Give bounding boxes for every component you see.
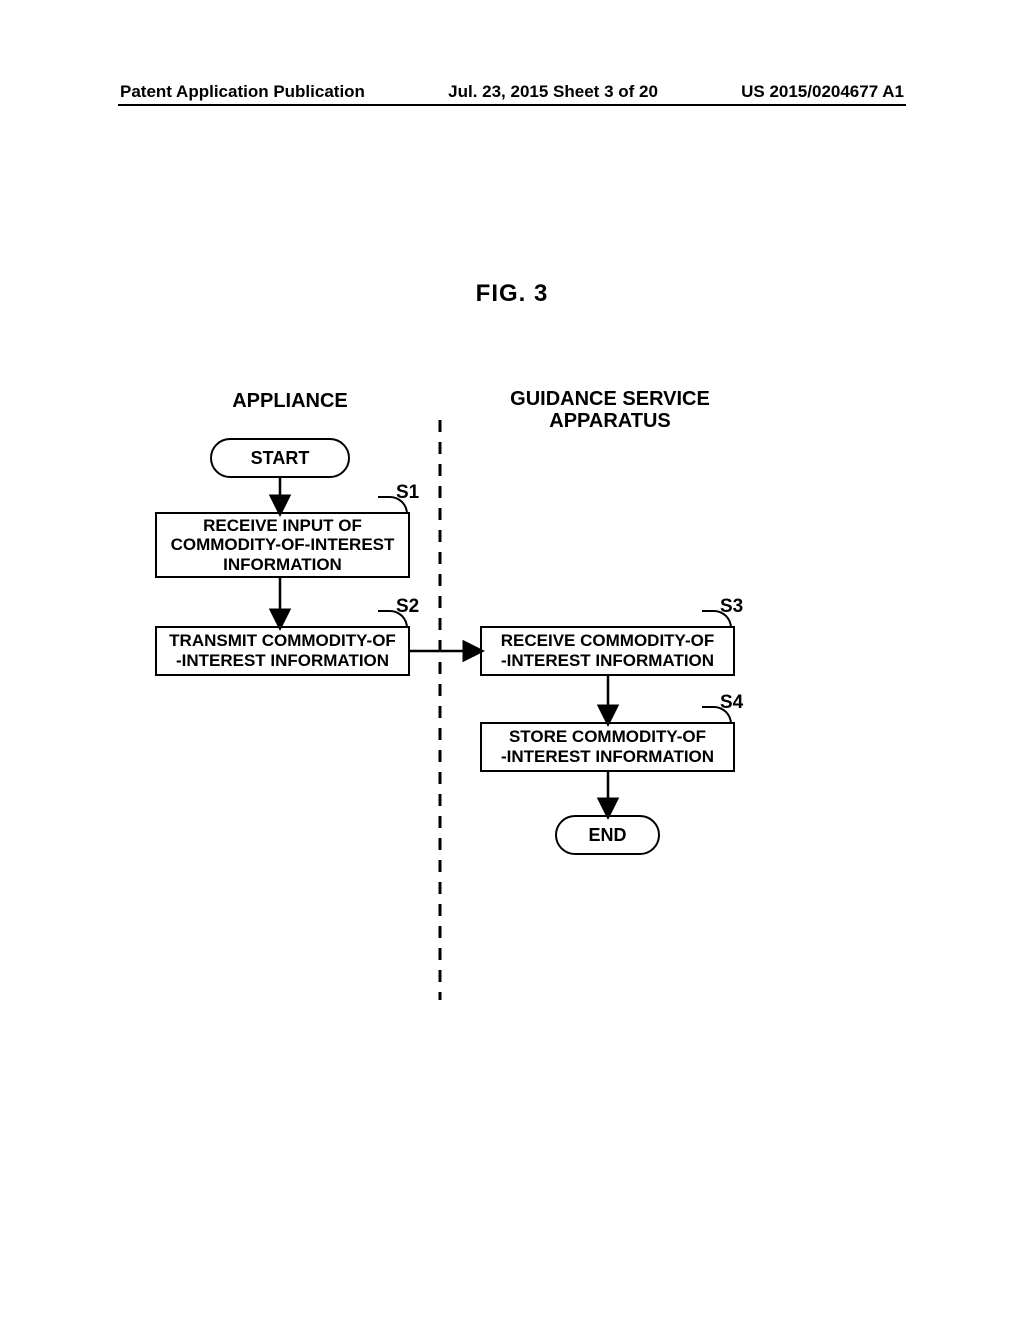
header-rule <box>118 104 906 106</box>
step-s2-box: TRANSMIT COMMODITY-OF -INTEREST INFORMAT… <box>155 626 410 676</box>
flowchart-arrows <box>0 390 1024 1010</box>
step-s4-box: STORE COMMODITY-OF -INTEREST INFORMATION <box>480 722 735 772</box>
start-node: START <box>210 438 350 478</box>
page-header: Patent Application Publication Jul. 23, … <box>0 82 1024 102</box>
figure-title: FIG. 3 <box>0 280 1024 308</box>
column-header-appliance: APPLIANCE <box>210 390 370 412</box>
step-s3-box: RECEIVE COMMODITY-OF -INTEREST INFORMATI… <box>480 626 735 676</box>
column-header-guidance: GUIDANCE SERVICE APPARATUS <box>490 388 730 432</box>
header-left: Patent Application Publication <box>120 82 365 102</box>
flowchart: APPLIANCE GUIDANCE SERVICE APPARATUS STA… <box>0 390 1024 1010</box>
header-right: US 2015/0204677 A1 <box>741 82 904 102</box>
header-center: Jul. 23, 2015 Sheet 3 of 20 <box>448 82 658 102</box>
end-node: END <box>555 815 660 855</box>
step-s1-box: RECEIVE INPUT OF COMMODITY-OF-INTEREST I… <box>155 512 410 578</box>
